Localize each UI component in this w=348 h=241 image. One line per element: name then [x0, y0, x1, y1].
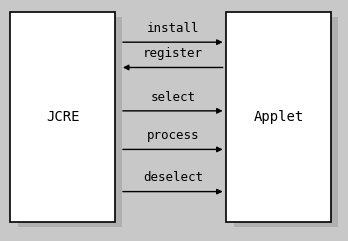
Bar	[226, 12, 331, 222]
Text: register: register	[143, 47, 203, 60]
Text: install: install	[147, 22, 199, 35]
Bar	[234, 17, 338, 227]
Text: JCRE: JCRE	[46, 110, 79, 124]
Text: process: process	[147, 129, 199, 142]
Text: deselect: deselect	[143, 171, 203, 184]
Bar	[18, 17, 122, 227]
Bar	[10, 12, 115, 222]
Text: Applet: Applet	[253, 110, 303, 124]
Text: select: select	[150, 91, 195, 104]
